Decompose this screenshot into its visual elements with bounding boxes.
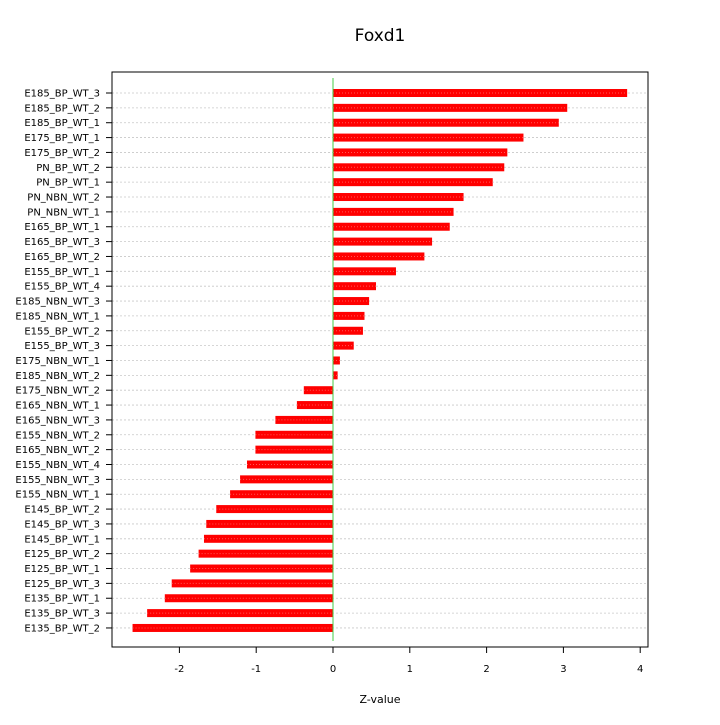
bar-E155_BP_WT_2 [333,326,363,335]
category-label: E185_NBN_WT_2 [15,371,100,382]
category-label: PN_BP_WT_1 [36,178,100,189]
bar-E175_BP_WT_1 [333,133,524,142]
category-label: E185_BP_WT_2 [24,103,100,114]
bar-E135_BP_WT_3 [147,609,333,618]
bar-E165_NBN_WT_3 [275,415,333,424]
x-tick-label: -1 [251,664,261,675]
category-label: E185_BP_WT_1 [24,118,100,129]
x-axis-label: Z-value [359,693,400,706]
category-label: PN_NBN_WT_1 [27,207,100,218]
bar-E135_BP_WT_2 [132,623,333,632]
category-label: E175_NBN_WT_2 [15,386,100,397]
bar-E155_NBN_WT_4 [246,460,333,469]
x-tick-label: -2 [174,664,184,675]
plot-frame [111,71,649,648]
bar-E185_BP_WT_1 [333,118,559,127]
category-label: E135_BP_WT_2 [24,623,100,634]
category-label: E125_BP_WT_1 [24,564,100,575]
category-label: E155_BP_WT_3 [24,341,100,352]
category-label: E155_NBN_WT_1 [15,490,100,501]
category-label: E155_BP_WT_4 [24,282,100,293]
category-label: E175_BP_WT_2 [24,148,100,159]
category-label: E155_NBN_WT_4 [15,460,100,471]
gridlines [112,92,648,629]
bar-E165_NBN_WT_2 [255,445,333,454]
category-label: E125_BP_WT_2 [24,549,100,560]
bar-PN_NBN_WT_2 [333,193,464,202]
bar-PN_BP_WT_1 [333,178,493,187]
category-label: E125_BP_WT_3 [24,579,100,590]
category-label: E175_BP_WT_1 [24,133,100,144]
x-tick-label: 1 [407,664,413,675]
bar-E155_BP_WT_1 [333,267,396,276]
bar-E125_BP_WT_1 [190,564,333,573]
category-label: E135_BP_WT_1 [24,594,100,605]
x-tick-label: 4 [637,664,643,675]
category-label: E155_NBN_WT_2 [15,430,100,441]
category-label: E185_NBN_WT_1 [15,311,100,322]
category-label: E155_BP_WT_1 [24,267,100,278]
category-label: E165_BP_WT_3 [24,237,100,248]
category-label: E165_BP_WT_1 [24,222,100,233]
bar-E145_BP_WT_2 [216,505,333,514]
bar-E165_BP_WT_3 [333,237,433,246]
x-axis-ticks: -2 -1 0 1 2 3 4 [174,647,643,675]
category-label: E155_NBN_WT_3 [15,475,100,486]
chart-title: Foxd1 [355,26,406,46]
bar-E155_BP_WT_3 [333,341,354,350]
category-labels: E185_BP_WT_3 E185_BP_WT_2 E185_BP_WT_1 E175… [15,89,112,634]
bar-E175_NBN_WT_2 [303,386,333,395]
category-label: E165_NBN_WT_2 [15,445,100,456]
category-label: E185_NBN_WT_3 [15,297,100,308]
bar-E125_BP_WT_3 [171,579,333,588]
bars [132,89,628,632]
bar-E185_NBN_WT_2 [333,371,338,380]
category-label: E165_NBN_WT_3 [15,415,100,426]
category-label: E165_BP_WT_2 [24,252,100,263]
category-label: E165_NBN_WT_1 [15,401,100,412]
category-label: E175_NBN_WT_1 [15,356,100,367]
bar-E165_BP_WT_1 [333,222,450,231]
bar-E145_BP_WT_1 [203,534,333,543]
category-label: E135_BP_WT_3 [24,609,100,620]
category-label: E145_BP_WT_1 [24,534,100,545]
x-tick-label: 2 [483,664,489,675]
bar-E155_NBN_WT_2 [255,430,333,439]
category-label: PN_BP_WT_2 [36,163,100,174]
bar-E155_NBN_WT_3 [240,475,333,484]
category-label: E185_BP_WT_3 [24,89,100,100]
category-label: E145_BP_WT_3 [24,519,100,530]
bar-E125_BP_WT_2 [198,549,333,558]
category-label: E145_BP_WT_2 [24,505,100,516]
bar-PN_BP_WT_2 [333,163,505,172]
x-tick-label: 3 [560,664,566,675]
category-label: PN_NBN_WT_2 [27,193,100,204]
category-label: E155_BP_WT_2 [24,326,100,337]
x-tick-label: 0 [330,664,336,675]
